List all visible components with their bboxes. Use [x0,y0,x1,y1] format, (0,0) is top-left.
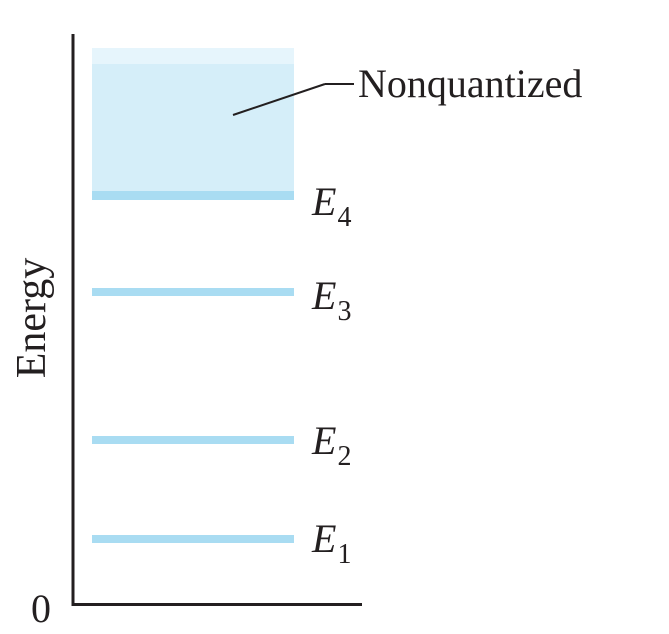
level-subscript-e2: 2 [337,441,351,472]
level-label-e4: E4 [311,179,351,233]
level-subscript-e1: 1 [337,539,351,570]
level-label-e3: E3 [311,273,351,327]
level-subscript-e4: 4 [337,202,351,233]
level-symbol-e4: E [311,179,336,224]
level-symbol-e2: E [311,418,336,463]
continuum-band [92,48,294,200]
continuum-top-fade [92,48,294,64]
origin-label: 0 [31,586,51,631]
level-line-e4 [92,191,294,200]
nonquantized-leader-line [232,83,326,116]
level-line-e1 [92,535,294,543]
level-label-e2: E2 [311,418,351,472]
level-symbol-e3: E [311,273,336,318]
level-symbol-e1: E [311,516,336,561]
energy-axis-label: Energy [9,258,55,379]
level-line-e3 [92,288,294,296]
level-label-e1: E1 [311,516,351,570]
nonquantized-label: Nonquantized [358,61,582,106]
level-line-e2 [92,436,294,444]
level-subscript-e3: 3 [337,296,351,327]
